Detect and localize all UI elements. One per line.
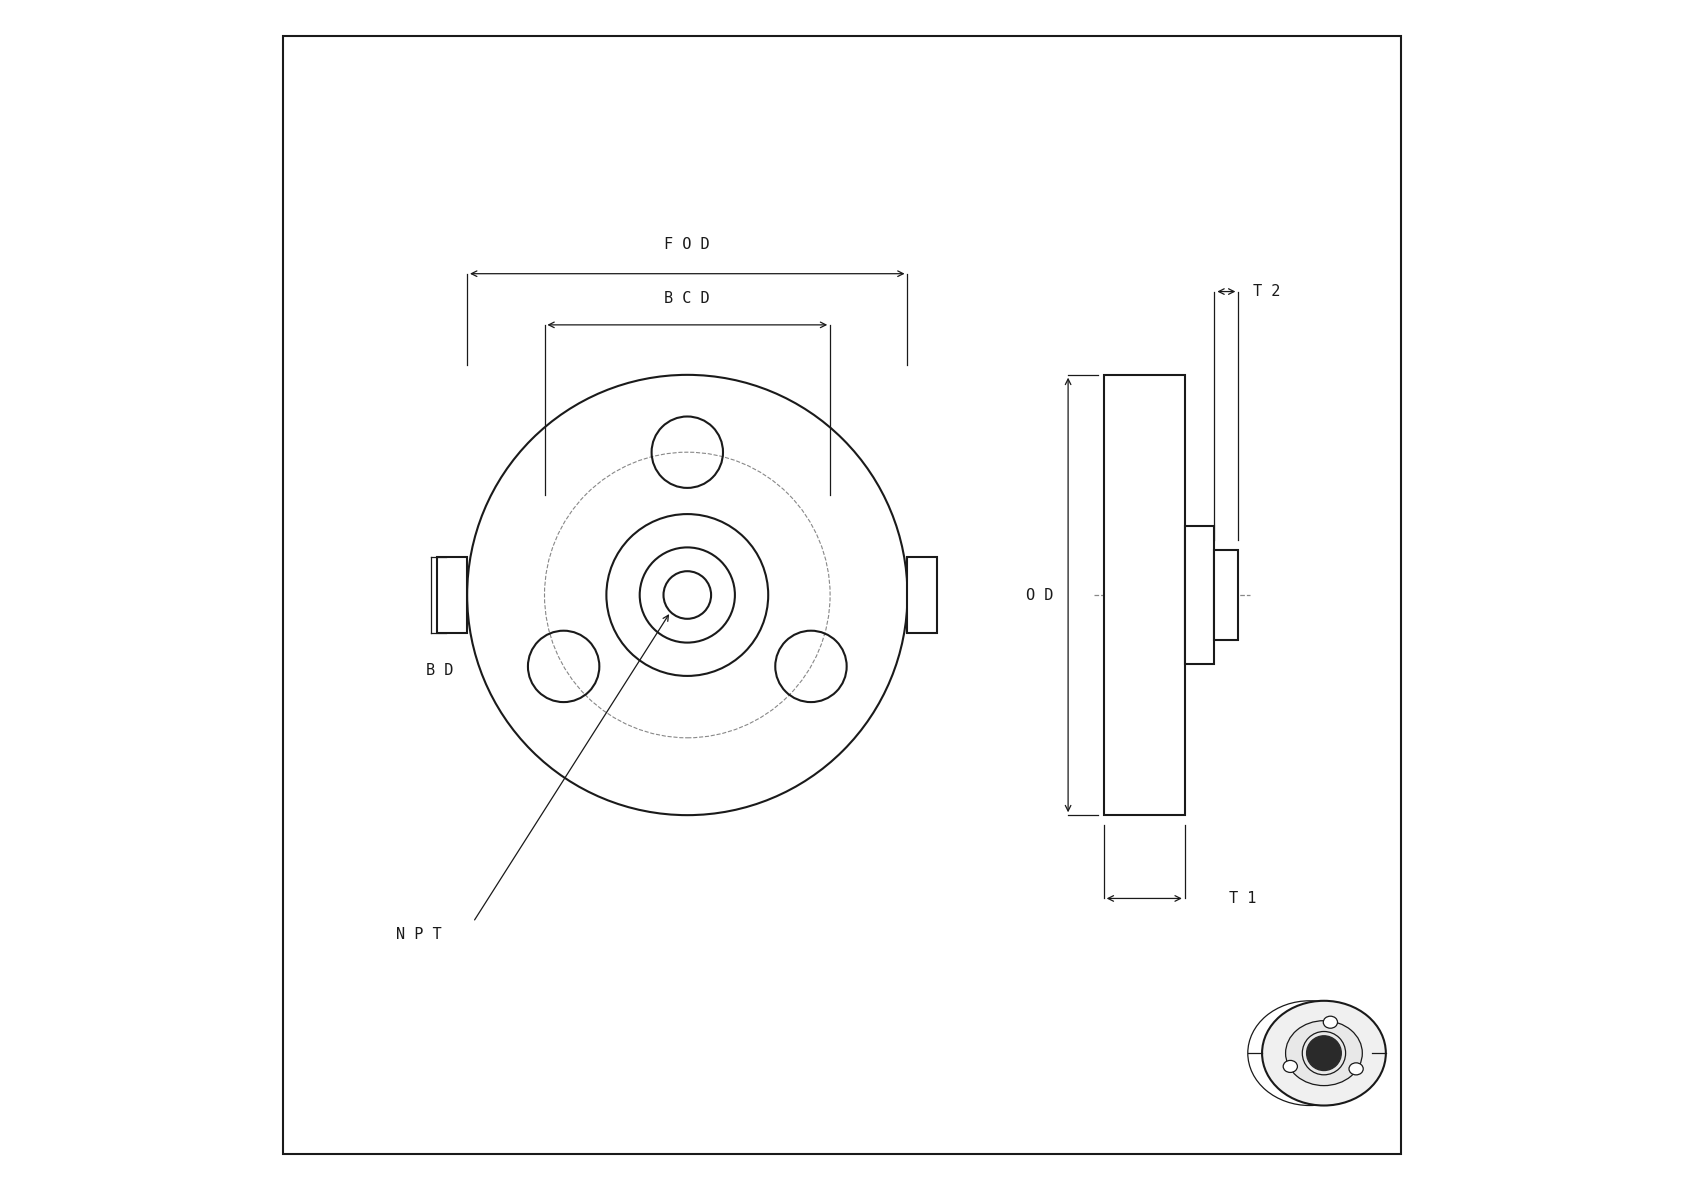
Bar: [1186, 526, 1214, 664]
Text: O D: O D: [1027, 588, 1054, 602]
Bar: [1103, 375, 1186, 815]
Bar: [908, 557, 938, 633]
Text: B C D: B C D: [665, 290, 711, 306]
Text: N P T: N P T: [396, 927, 441, 941]
Circle shape: [1307, 1035, 1340, 1071]
Bar: [1214, 550, 1238, 640]
Text: T 1: T 1: [1229, 891, 1256, 906]
Text: B D: B D: [426, 663, 453, 678]
Ellipse shape: [1283, 1060, 1297, 1072]
Ellipse shape: [1349, 1063, 1364, 1075]
Bar: [438, 557, 466, 633]
Ellipse shape: [1261, 1001, 1386, 1106]
Text: F O D: F O D: [665, 237, 711, 252]
Text: T 2: T 2: [1253, 284, 1280, 299]
Ellipse shape: [1248, 1001, 1371, 1106]
Ellipse shape: [1285, 1021, 1362, 1085]
Ellipse shape: [1324, 1016, 1337, 1028]
